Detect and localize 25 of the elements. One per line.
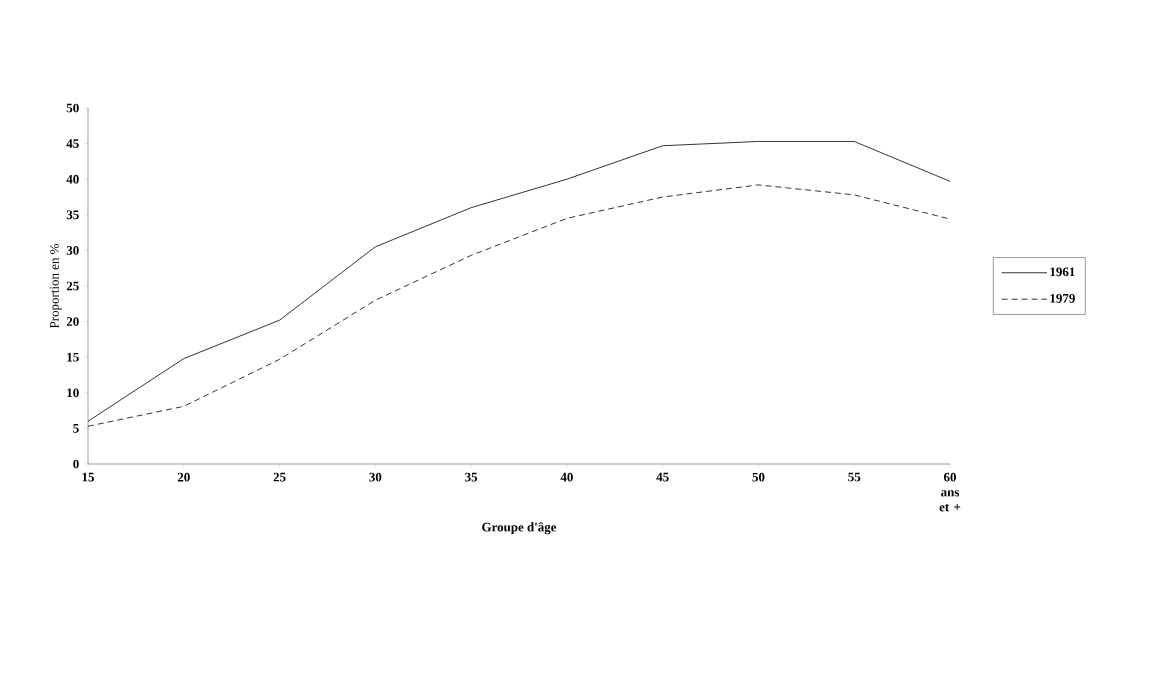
- y-tick-label: 45: [66, 139, 79, 148]
- x-tick-label: 35: [465, 472, 478, 482]
- y-tick-label: 10: [67, 388, 79, 398]
- y-axis-title: Proportion en %: [50, 244, 62, 329]
- y-tick-label: 15: [67, 352, 79, 362]
- x-tick-label: 45: [656, 472, 669, 482]
- x-tick-label: 55: [848, 472, 861, 482]
- legend-label: 1979: [1050, 293, 1075, 303]
- x-tick-label: 25: [273, 472, 286, 482]
- x-axis-title: Groupe d'âge: [482, 522, 557, 535]
- y-tick-label: 40: [66, 174, 79, 184]
- y-tick-label: 50: [66, 103, 79, 113]
- x-tick-label: 30: [369, 472, 382, 482]
- x-tick-label: 50: [752, 472, 765, 482]
- x-tick-label: 20: [177, 472, 190, 482]
- y-tick-label: 30: [66, 246, 79, 255]
- y-tick-label: 25: [66, 281, 79, 291]
- y-tick-label: 5: [73, 424, 79, 433]
- x-tick-label: 40: [560, 472, 573, 482]
- legend-label: 1961: [1050, 267, 1075, 277]
- y-tick-label: 20: [66, 317, 79, 326]
- y-tick-label: 35: [66, 210, 79, 220]
- y-tick-label: 0: [73, 459, 79, 469]
- x-tick-label: 15: [82, 472, 94, 482]
- x-tick-label: 60 ans et +: [939, 472, 961, 512]
